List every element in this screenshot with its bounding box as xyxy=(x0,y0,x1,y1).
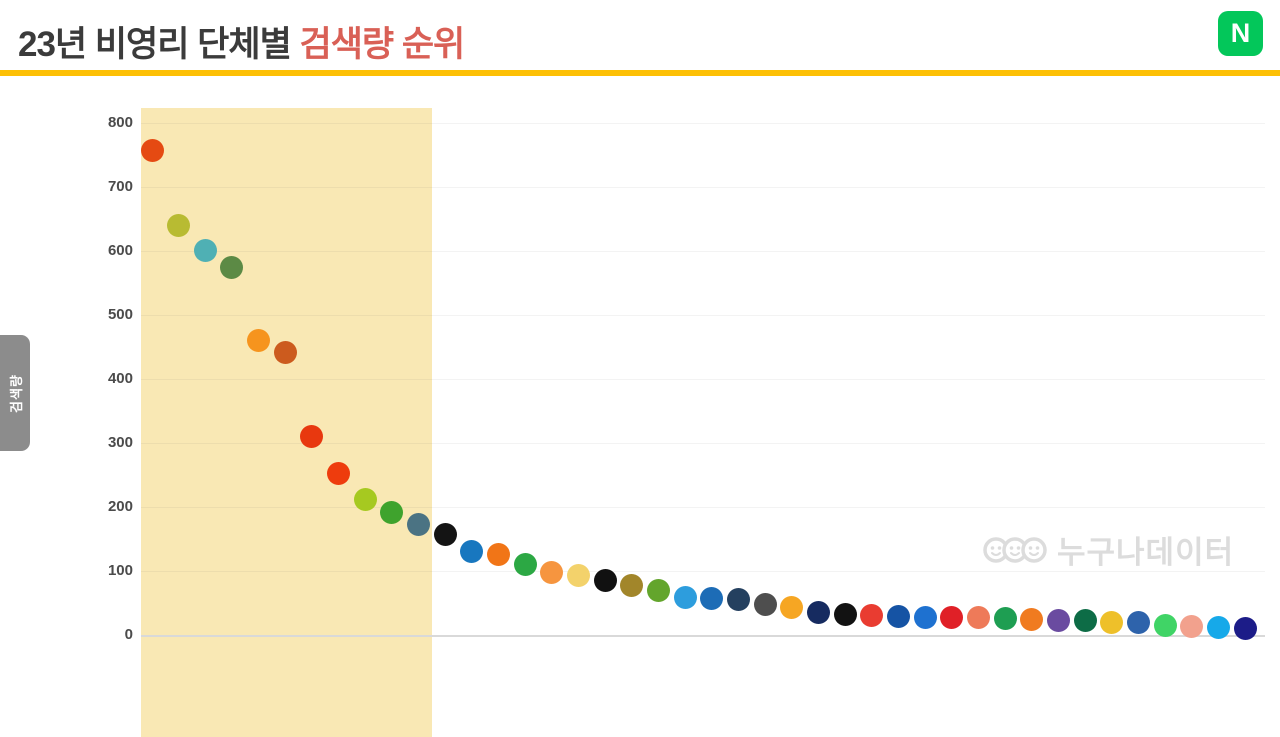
data-point xyxy=(1046,608,1070,632)
gridline xyxy=(141,123,1265,124)
data-point xyxy=(647,579,670,603)
data-point xyxy=(167,213,191,237)
data-point xyxy=(940,605,964,629)
data-point xyxy=(726,588,750,612)
gridline xyxy=(141,251,1265,252)
data-point xyxy=(567,563,591,587)
naver-logo-icon: N xyxy=(1218,11,1263,56)
data-point xyxy=(966,606,990,630)
data-point xyxy=(913,605,937,629)
data-point xyxy=(380,500,404,524)
data-point xyxy=(1073,609,1097,633)
y-axis-label-text: 검색량 xyxy=(8,373,24,413)
y-tick-label: 500 xyxy=(107,306,133,323)
data-point xyxy=(993,606,1017,630)
y-tick-label: 600 xyxy=(107,242,133,259)
gridline xyxy=(141,443,1265,444)
gridline xyxy=(141,507,1265,508)
data-point xyxy=(540,560,564,584)
data-point xyxy=(780,595,804,619)
y-tick-label: 400 xyxy=(107,370,133,387)
data-point xyxy=(806,601,830,625)
data-point xyxy=(1020,608,1044,632)
data-point xyxy=(1180,615,1204,639)
data-point xyxy=(220,255,244,279)
data-point xyxy=(700,587,724,611)
data-point xyxy=(1153,613,1177,637)
page-title-prefix: 23년 비영리 단체별 xyxy=(18,25,300,64)
data-point xyxy=(460,540,484,564)
x-axis-line xyxy=(141,635,1265,637)
data-point xyxy=(753,593,777,617)
data-point xyxy=(140,139,164,163)
smiley-faces-logo-icon xyxy=(983,536,1047,563)
gridline xyxy=(141,315,1265,316)
data-point xyxy=(1100,610,1124,634)
watermark: 누구나데이터 xyxy=(983,527,1234,572)
y-tick-label: 300 xyxy=(107,434,133,451)
data-point xyxy=(353,487,377,511)
gridline xyxy=(141,379,1265,380)
data-point xyxy=(327,462,351,486)
y-tick-label: 800 xyxy=(107,114,133,131)
gridline xyxy=(141,187,1265,188)
data-point xyxy=(1126,611,1150,635)
page-title-highlight: 검색량 순위 xyxy=(299,25,466,64)
top11-highlight-band xyxy=(141,108,432,737)
gridline xyxy=(141,571,1265,572)
y-tick-label: 0 xyxy=(124,626,133,643)
data-point xyxy=(860,603,884,627)
y-tick-label: 100 xyxy=(107,562,133,579)
page-title: 23년 비영리 단체별 검색량 순위 xyxy=(18,16,466,67)
y-tick-label: 200 xyxy=(107,498,133,515)
data-point xyxy=(1206,616,1230,640)
data-point xyxy=(886,604,910,628)
plot-area: 0100200300400500600700800대한적십자사굿네이버스유니세프… xyxy=(108,108,1265,737)
data-point xyxy=(593,569,617,593)
data-point xyxy=(407,513,431,537)
data-point xyxy=(673,586,697,610)
data-point xyxy=(433,523,457,547)
data-point xyxy=(513,553,537,577)
data-point xyxy=(273,341,297,365)
y-tick-label: 700 xyxy=(107,178,133,195)
data-point xyxy=(833,603,857,627)
naver-logo-letter: N xyxy=(1230,18,1251,48)
title-underline-bar xyxy=(0,70,1280,76)
data-point xyxy=(487,542,511,566)
y-axis-label-tab: 검색량 xyxy=(0,335,30,451)
watermark-text: 누구나데이터 xyxy=(1057,535,1235,570)
data-point xyxy=(300,425,324,449)
data-point xyxy=(620,573,644,597)
data-point xyxy=(247,329,271,353)
data-point xyxy=(1233,617,1257,641)
data-point xyxy=(193,238,217,262)
